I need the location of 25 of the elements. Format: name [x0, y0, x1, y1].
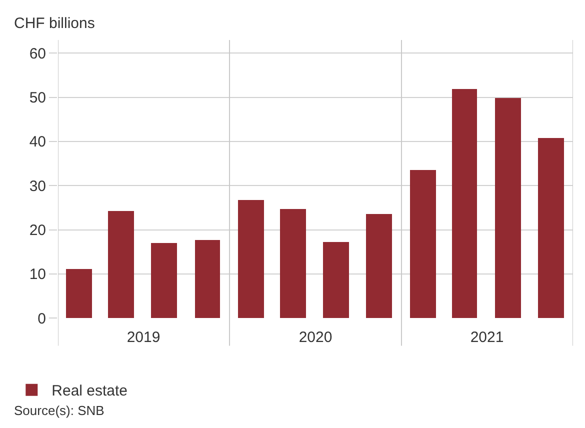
y-tick-label: 20: [29, 222, 46, 239]
y-tick-label: 50: [29, 90, 46, 107]
x-tick-label: 2020: [298, 329, 332, 346]
bar: [151, 243, 177, 318]
bar: [410, 170, 436, 318]
y-tick-label: 30: [29, 178, 46, 195]
bar: [66, 269, 92, 318]
y-axis-title: CHF billions: [14, 15, 95, 32]
y-tick-label: 0: [38, 310, 46, 328]
bar: [280, 209, 306, 318]
bar: [108, 211, 134, 318]
x-tick-label: 2019: [126, 329, 160, 346]
y-tick-label: 10: [29, 266, 46, 284]
bar: [238, 200, 264, 318]
y-tick-label: 40: [29, 134, 46, 151]
legend-label: Real estate: [52, 382, 128, 400]
bar: [538, 138, 564, 318]
bar: [195, 240, 220, 318]
bar: [323, 242, 349, 318]
bar: [495, 98, 521, 318]
bar: [452, 89, 477, 318]
y-tick-label: 60: [29, 45, 46, 62]
source-note: Source(s): SNB: [14, 403, 104, 418]
bar: [366, 214, 392, 318]
x-tick-label: 2021: [470, 329, 504, 346]
